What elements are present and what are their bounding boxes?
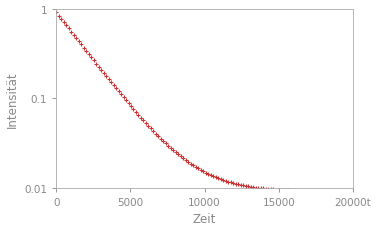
Y-axis label: Intensität: Intensität	[6, 71, 18, 127]
X-axis label: Zeit: Zeit	[193, 213, 216, 225]
